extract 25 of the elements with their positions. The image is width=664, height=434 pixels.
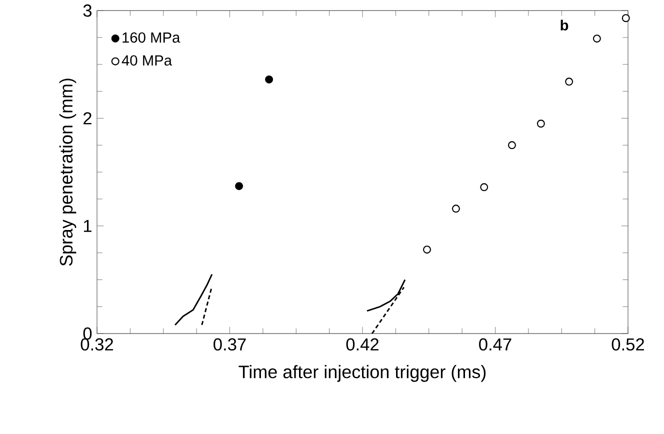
legend-label: 40 MPa (122, 55, 172, 66)
x-tick-label: 0.32 (80, 338, 113, 351)
legend-label: 160 MPa (122, 32, 180, 43)
x-tick-label: 0.52 (612, 338, 644, 351)
point (536, 120, 545, 128)
y-tick-label: 2 (84, 112, 92, 124)
point (565, 78, 574, 86)
y-tick-label: 0 (83, 328, 92, 340)
point (265, 76, 274, 84)
line-series (174, 274, 213, 326)
annotation: b (560, 20, 568, 31)
x-tick-label: 0.37 (214, 338, 246, 351)
point (423, 246, 432, 254)
y-tick-label: 1 (84, 220, 92, 232)
y-tick-label: 3 (83, 4, 92, 17)
x-tick-label: 0.42 (346, 338, 378, 351)
point (480, 183, 488, 192)
x-tick-label: 0.47 (479, 338, 512, 351)
x-axis-title: Time after injection trigger (ms) (238, 365, 486, 382)
point (508, 141, 516, 150)
y-axis-title: Spray penetration (mm) (59, 78, 76, 266)
point (592, 34, 601, 43)
point (452, 204, 460, 213)
point (235, 182, 244, 190)
point (622, 14, 630, 22)
